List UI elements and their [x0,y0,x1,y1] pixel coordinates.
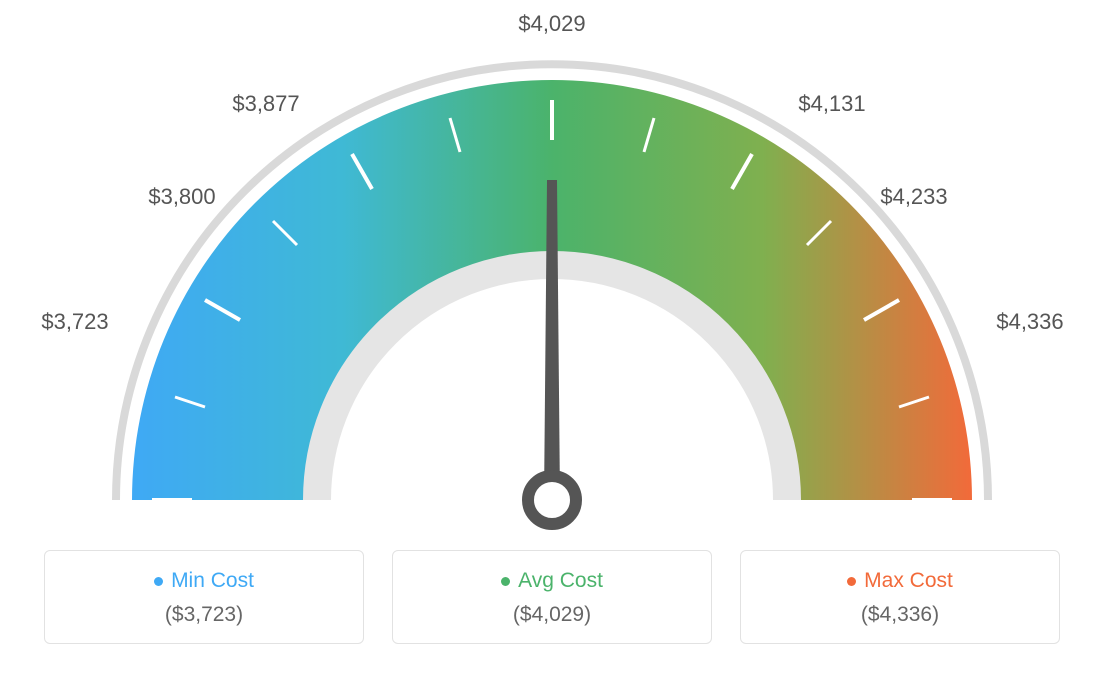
gauge-tick-label-5: $4,233 [880,184,947,210]
max-cost-title: Max Cost [741,569,1059,593]
avg-cost-title: Avg Cost [393,569,711,593]
gauge-area: $3,723 $3,800 $3,877 $4,029 $4,131 $4,23… [0,0,1104,560]
max-cost-label: Max Cost [864,569,953,592]
dot-icon [154,577,163,586]
gauge-tick-label-4: $4,131 [798,91,865,117]
gauge-svg [0,0,1104,560]
min-cost-value: ($3,723) [45,603,363,627]
avg-cost-card: Avg Cost ($4,029) [392,550,712,644]
min-cost-title: Min Cost [45,569,363,593]
gauge-tick-label-3: $4,029 [518,11,585,37]
gauge-tick-label-0: $3,723 [41,309,108,335]
avg-cost-value: ($4,029) [393,603,711,627]
cost-gauge-chart: $3,723 $3,800 $3,877 $4,029 $4,131 $4,23… [0,0,1104,690]
gauge-tick-label-2: $3,877 [232,91,299,117]
cost-summary-cards: Min Cost ($3,723) Avg Cost ($4,029) Max … [0,550,1104,644]
avg-cost-label: Avg Cost [518,569,603,592]
dot-icon [501,577,510,586]
max-cost-value: ($4,336) [741,603,1059,627]
min-cost-card: Min Cost ($3,723) [44,550,364,644]
dot-icon [847,577,856,586]
max-cost-card: Max Cost ($4,336) [740,550,1060,644]
gauge-tick-label-1: $3,800 [148,184,215,210]
gauge-tick-label-6: $4,336 [996,309,1063,335]
min-cost-label: Min Cost [171,569,254,592]
